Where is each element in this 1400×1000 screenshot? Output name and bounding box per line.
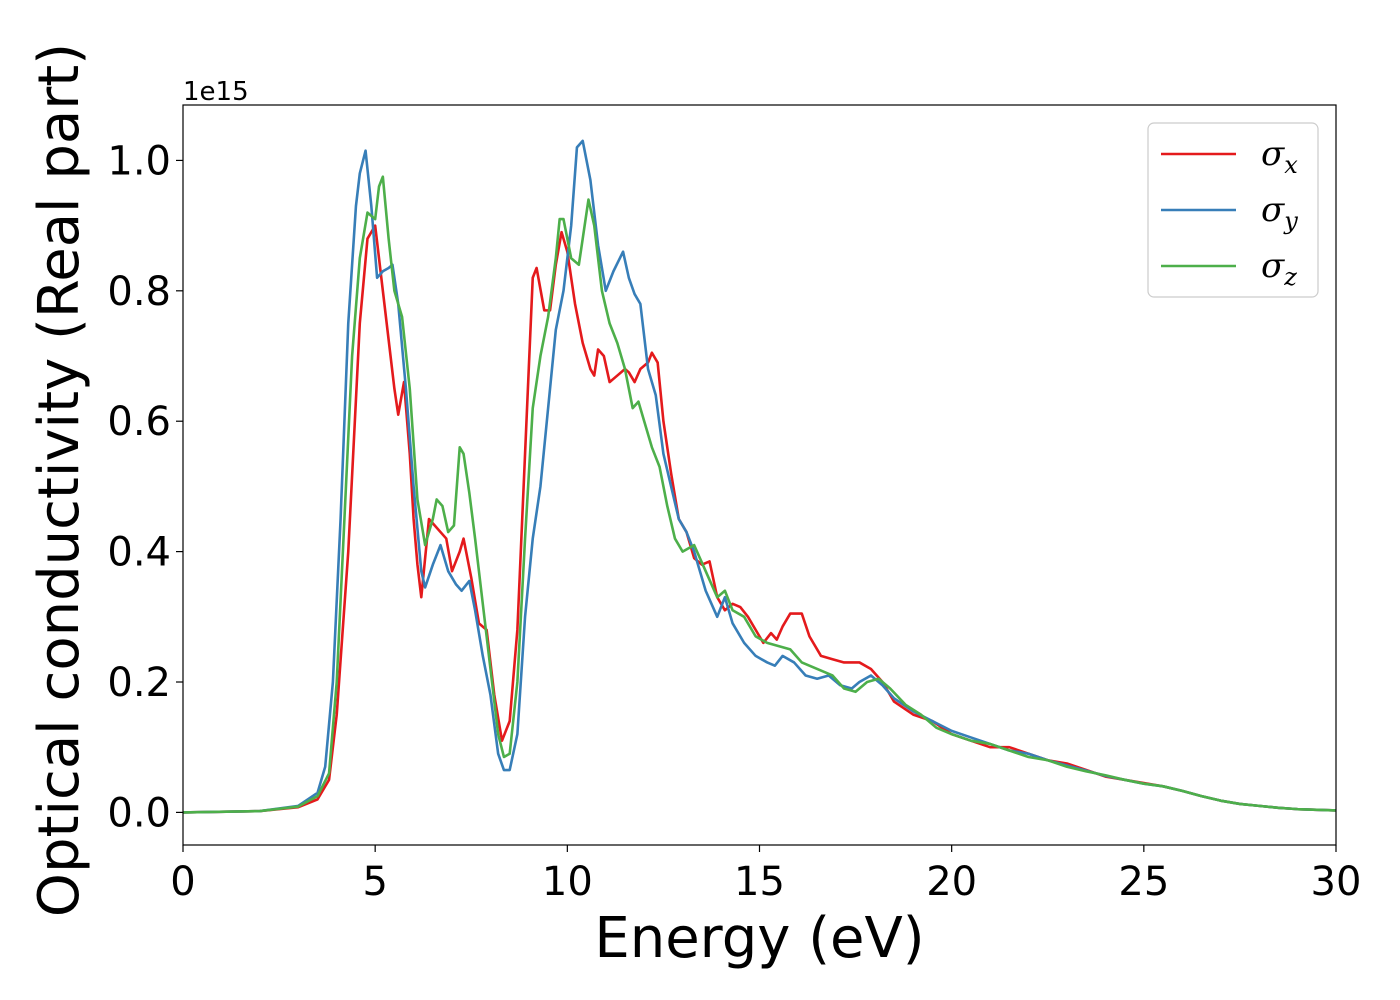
y-tick-label: 0.0	[107, 790, 171, 836]
x-tick-label: 20	[926, 859, 977, 905]
y-tick-label: 1.0	[107, 138, 171, 184]
x-axis: 0 5 10 15 20 25 30	[170, 845, 1361, 905]
series-layer	[182, 139, 1337, 814]
x-tick-label: 25	[1118, 859, 1169, 905]
y-tick-label: 0.4	[107, 530, 171, 576]
x-axis-label: Energy (eV)	[594, 906, 924, 971]
legend-label-z: σz	[1261, 246, 1297, 291]
legend-label-y: σy	[1261, 190, 1298, 235]
x-tick-label: 5	[362, 859, 387, 905]
series-line-y	[182, 139, 1337, 814]
x-tick-label: 15	[734, 859, 785, 905]
series-line-z	[182, 175, 1337, 814]
legend: σx σy σz	[1147, 122, 1319, 298]
x-tick-label: 10	[542, 859, 593, 905]
x-tick-label: 0	[170, 859, 195, 905]
y-tick-label: 0.2	[107, 660, 171, 706]
y-tick-label: 0.8	[107, 269, 171, 315]
y-axis: 0.0 0.2 0.4 0.6 0.8 1.0	[107, 138, 183, 836]
y-tick-label: 0.6	[107, 399, 171, 445]
x-tick-label: 30	[1311, 859, 1362, 905]
y-axis-label: Optical conductivity (Real part)	[27, 43, 92, 917]
y-offset-text: 1e15	[183, 77, 249, 107]
legend-label-x: σx	[1261, 134, 1298, 179]
